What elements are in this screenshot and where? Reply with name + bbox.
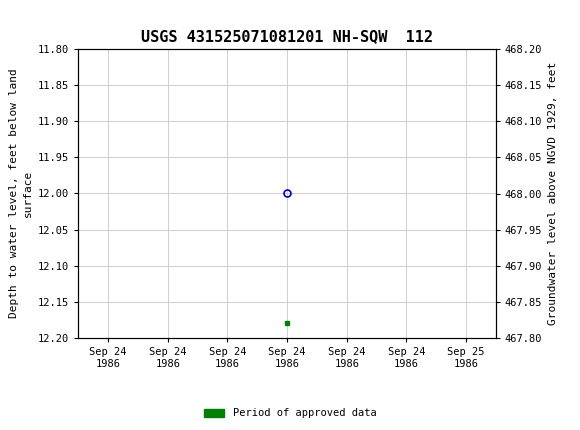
- Y-axis label: Depth to water level, feet below land
surface: Depth to water level, feet below land su…: [9, 69, 32, 318]
- Legend: Period of approved data: Period of approved data: [200, 404, 380, 423]
- Y-axis label: Groundwater level above NGVD 1929, feet: Groundwater level above NGVD 1929, feet: [548, 62, 558, 325]
- Title: USGS 431525071081201 NH-SQW  112: USGS 431525071081201 NH-SQW 112: [141, 29, 433, 44]
- Text: USGS: USGS: [7, 13, 67, 32]
